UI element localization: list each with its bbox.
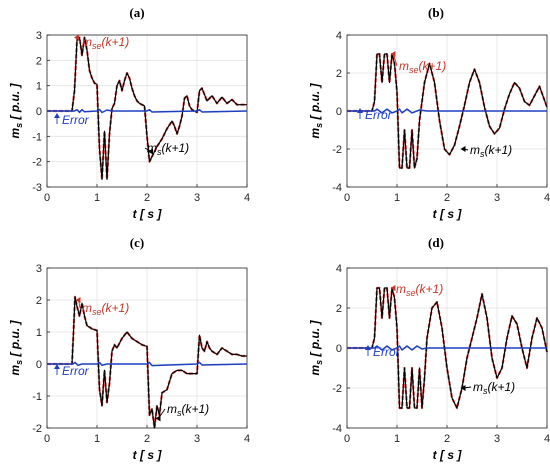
annotation-arrowhead xyxy=(155,415,161,422)
x-tick-label: 2 xyxy=(444,192,450,204)
x-tick-label: 4 xyxy=(244,433,250,445)
annotation-label: Error xyxy=(62,113,90,127)
annotation-label: mse(k+1) xyxy=(82,301,129,317)
chart-panel-d: (d) 0 1 2 3 4 4 2 0 -2 -4 t [ s ] ms [ p.u. ] mse(k+1… xyxy=(308,235,550,462)
annotation-arrowhead xyxy=(75,297,81,303)
y-tick-label: -2 xyxy=(332,383,342,395)
y-tick-label: 2 xyxy=(36,55,42,67)
x-tick-label: 4 xyxy=(244,192,250,204)
x-tick-label: 4 xyxy=(544,433,550,445)
y-axis-label: ms [ p.u. ] xyxy=(8,319,24,375)
x-tick-label: 4 xyxy=(544,192,550,204)
x-tick-label: 3 xyxy=(494,192,500,204)
series-line xyxy=(47,108,248,114)
x-tick-label: 2 xyxy=(444,433,450,445)
annotation-label: ms(k+1) xyxy=(147,141,189,157)
x-tick-label: 1 xyxy=(94,433,100,445)
x-tick-label: 0 xyxy=(44,433,50,445)
y-tick-label: 0 xyxy=(36,359,42,371)
annotation-arrowhead xyxy=(54,364,60,369)
x-tick-label: 3 xyxy=(494,433,500,445)
annotation-arrowhead xyxy=(390,51,396,57)
annotation-label: Error xyxy=(373,345,401,359)
panel-label: (a) xyxy=(129,5,144,20)
y-tick-label: -1 xyxy=(32,391,42,403)
annotation-arrowhead xyxy=(460,385,466,391)
x-tick-label: 0 xyxy=(344,192,350,204)
annotation-label: mse(k+1) xyxy=(396,282,443,298)
y-tick-label: -4 xyxy=(332,182,342,194)
y-tick-label: 4 xyxy=(336,30,342,42)
x-axis-label: t [ s ] xyxy=(133,207,163,221)
annotation-arrowhead xyxy=(148,148,153,155)
annotation-arrowhead xyxy=(357,108,363,113)
y-tick-label: 2 xyxy=(336,68,342,80)
y-tick-label: -1 xyxy=(32,131,42,143)
y-axis-label: ms [ p.u. ] xyxy=(308,82,324,138)
y-tick-label: -2 xyxy=(32,423,42,435)
series-line xyxy=(47,296,247,429)
y-tick-label: -2 xyxy=(32,157,42,169)
x-tick-label: 1 xyxy=(394,192,400,204)
annotation-arrowhead xyxy=(365,345,371,350)
series-line xyxy=(47,361,248,367)
x-tick-label: 0 xyxy=(344,433,350,445)
y-tick-label: 0 xyxy=(36,106,42,118)
series-line xyxy=(347,108,547,114)
y-tick-label: 3 xyxy=(36,30,42,42)
x-tick-label: 2 xyxy=(144,192,150,204)
annotation-label: ms(k+1) xyxy=(167,402,209,418)
y-axis-label: ms [ p.u. ] xyxy=(8,82,24,138)
panel-label: (c) xyxy=(130,235,144,250)
y-tick-label: 3 xyxy=(36,263,42,275)
y-tick-label: 1 xyxy=(36,81,42,93)
x-axis-label: t [ s ] xyxy=(133,448,163,462)
x-tick-label: 1 xyxy=(94,192,100,204)
y-tick-label: 4 xyxy=(336,263,342,275)
series-line xyxy=(47,36,247,180)
y-tick-label: 0 xyxy=(336,343,342,355)
y-tick-label: 0 xyxy=(336,106,342,118)
annotation-arrowhead xyxy=(54,113,60,118)
y-tick-label: 1 xyxy=(36,327,42,339)
y-tick-label: -4 xyxy=(332,423,342,435)
annotation-label: ms(k+1) xyxy=(470,143,512,159)
annotation-label: ms(k+1) xyxy=(473,380,515,396)
series-line xyxy=(347,287,548,409)
x-tick-label: 1 xyxy=(394,433,400,445)
chart-panel-c: (c) 0 1 2 3 4 3 2 1 0 -1 -2 t [ s ] ms [ p.u. ] mse(k+… xyxy=(8,235,250,462)
chart-panel-b: (b) 0 1 2 3 4 4 2 0 -2 -4 t [ s ] ms [ p.u. ] mse(k+1… xyxy=(308,5,550,221)
series-line xyxy=(347,345,547,351)
series-line xyxy=(347,53,548,169)
panel-label: (d) xyxy=(428,235,444,250)
annotation-label: mse(k+1) xyxy=(82,35,129,51)
x-axis-label: t [ s ] xyxy=(433,448,463,462)
chart-panel-a: (a) 0 1 2 3 4 3 2 1 0 -1 -2 -3 t [ s ] ms [ p.u. ] mse(… xyxy=(8,5,250,221)
y-axis-label: ms [ p.u. ] xyxy=(308,319,324,375)
annotation-arrowhead xyxy=(74,34,79,41)
panel-label: (b) xyxy=(428,5,444,20)
annotation-label: Error xyxy=(365,108,393,122)
annotation-label: Error xyxy=(62,364,90,378)
x-axis-label: t [ s ] xyxy=(433,207,463,221)
y-tick-label: 2 xyxy=(36,295,42,307)
y-tick-label: -2 xyxy=(332,144,342,156)
annotation-arrowhead xyxy=(460,146,466,152)
y-tick-label: 2 xyxy=(336,303,342,315)
annotation-label: mse(k+1) xyxy=(399,59,446,75)
x-tick-label: 3 xyxy=(194,433,200,445)
x-tick-label: 0 xyxy=(44,192,50,204)
x-tick-label: 2 xyxy=(144,433,150,445)
axes-frame xyxy=(46,267,248,429)
annotation-arrowhead xyxy=(390,285,396,291)
y-tick-label: -3 xyxy=(32,182,42,194)
x-tick-label: 3 xyxy=(194,192,200,204)
